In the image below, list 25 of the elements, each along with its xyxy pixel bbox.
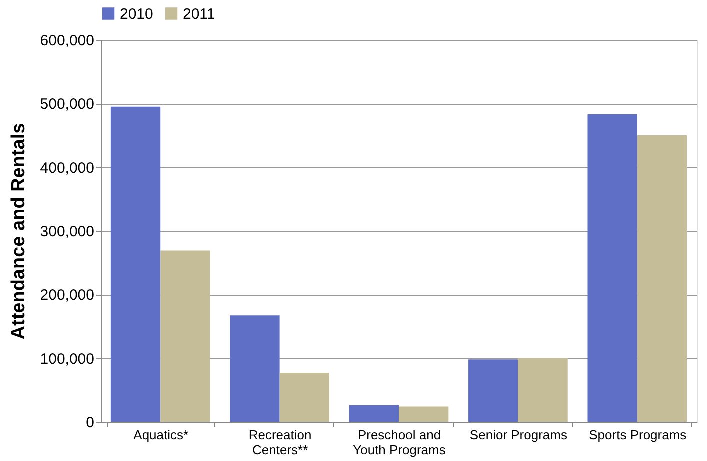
y-tick-label: 300,000 bbox=[40, 224, 94, 240]
x-tick-label: Senior Programs bbox=[470, 428, 568, 442]
y-tick-label: 0 bbox=[86, 414, 94, 432]
legend-label: 2010 bbox=[120, 6, 154, 23]
y-tick-label: 100,000 bbox=[40, 350, 94, 368]
x-tick-label: Preschool and Youth Programs bbox=[353, 428, 446, 458]
bar bbox=[280, 372, 330, 422]
bar bbox=[518, 358, 568, 422]
y-axis-title: Attendance and Rentals bbox=[8, 123, 30, 340]
y-tick-label: 200,000 bbox=[40, 287, 94, 304]
x-tick-label: Aquatics* bbox=[134, 428, 189, 442]
bar bbox=[230, 316, 280, 422]
bar bbox=[637, 136, 688, 422]
bar bbox=[160, 250, 210, 422]
y-tick-label: 600,000 bbox=[40, 32, 94, 50]
bar bbox=[468, 360, 518, 422]
x-tick-label: Recreation Centers** bbox=[248, 428, 312, 458]
legend-label: 2011 bbox=[183, 6, 216, 23]
y-tick-label: 400,000 bbox=[40, 160, 94, 177]
y-tick-label: 500,000 bbox=[40, 96, 94, 114]
bar bbox=[349, 405, 399, 422]
bar bbox=[110, 106, 161, 422]
bar bbox=[588, 114, 638, 422]
bar bbox=[399, 406, 449, 422]
x-tick-label: Sports Programs bbox=[589, 428, 688, 442]
